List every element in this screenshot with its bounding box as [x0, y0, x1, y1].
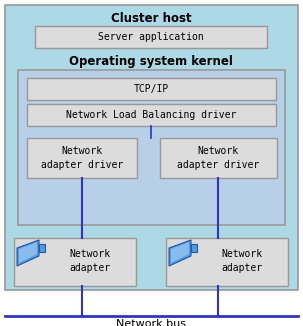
Text: Network
adapter driver: Network adapter driver: [41, 146, 123, 170]
Text: Cluster host: Cluster host: [111, 11, 191, 24]
Polygon shape: [191, 244, 197, 252]
FancyBboxPatch shape: [14, 238, 136, 286]
FancyBboxPatch shape: [5, 5, 298, 290]
FancyBboxPatch shape: [166, 238, 288, 286]
Text: Server application: Server application: [98, 32, 204, 42]
Text: Network bus: Network bus: [116, 319, 186, 326]
FancyBboxPatch shape: [160, 138, 277, 178]
FancyBboxPatch shape: [27, 138, 137, 178]
Text: Network Load Balancing driver: Network Load Balancing driver: [66, 110, 236, 120]
Polygon shape: [39, 244, 45, 252]
Text: Operating system kernel: Operating system kernel: [69, 54, 233, 67]
FancyBboxPatch shape: [27, 78, 276, 100]
FancyBboxPatch shape: [35, 26, 267, 48]
Text: Network
adapter driver: Network adapter driver: [177, 146, 259, 170]
Text: Network
adapter: Network adapter: [69, 249, 111, 273]
Polygon shape: [19, 242, 37, 263]
Text: Network
adapter: Network adapter: [221, 249, 263, 273]
Polygon shape: [17, 240, 39, 266]
FancyBboxPatch shape: [27, 104, 276, 126]
FancyBboxPatch shape: [18, 70, 285, 225]
Polygon shape: [169, 240, 191, 266]
Polygon shape: [171, 242, 189, 263]
Text: TCP/IP: TCP/IP: [133, 84, 169, 94]
